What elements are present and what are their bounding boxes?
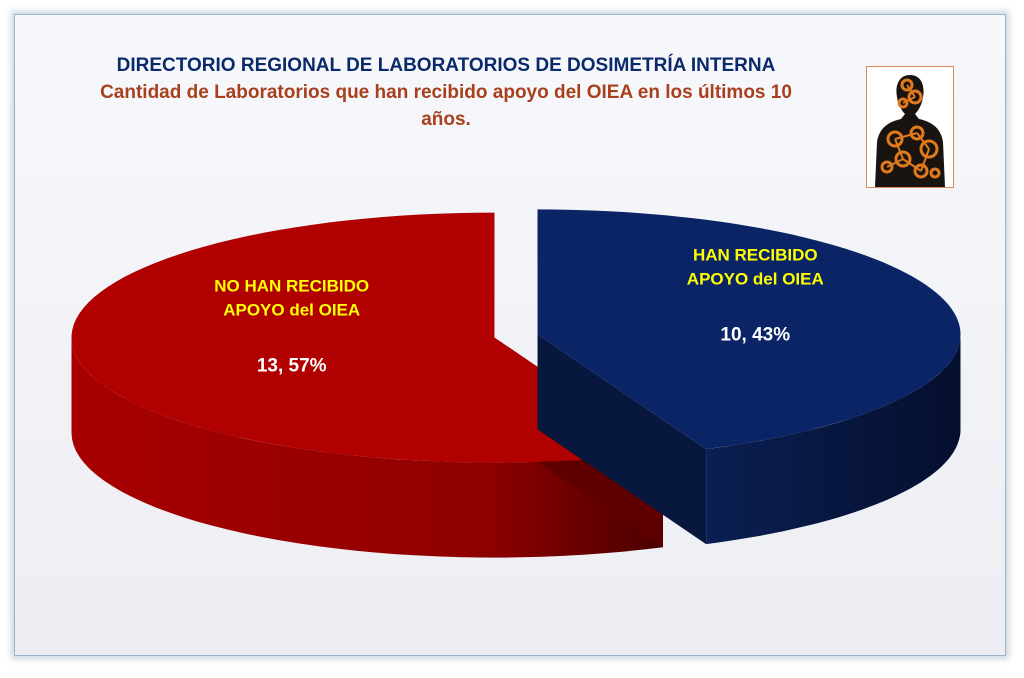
slice-category-label: HAN RECIBIDO	[693, 245, 818, 264]
chart-title: DIRECTORIO REGIONAL DE LABORATORIOS DE D…	[116, 55, 776, 76]
pie-slice-1	[537, 209, 961, 545]
slide: DIRECTORIO REGIONAL DE LABORATORIOS DE D…	[26, 26, 992, 652]
pie-slice-wall-1	[537, 334, 707, 545]
slice-category-label: APOYO del OIEA	[223, 301, 360, 320]
human-body-silhouette-icon	[866, 66, 954, 188]
slice-category-label: APOYO del OIEA	[687, 269, 824, 288]
slice-category-label: NO HAN RECIBIDO	[214, 277, 369, 296]
pie-slice-top-0	[71, 212, 663, 463]
title-block: DIRECTORIO REGIONAL DE LABORATORIOS DE D…	[86, 52, 806, 133]
pie-slice-top-1	[537, 209, 961, 450]
pie-slice-side-1	[706, 334, 961, 545]
pie-chart: NO HAN RECIBIDO APOYO del OIEA 13, 57% HAN …	[71, 209, 961, 558]
slice-value-label: 13, 57%	[257, 356, 327, 377]
pie-slice-side-0	[71, 337, 663, 558]
slice-value-label: 10, 43%	[720, 324, 790, 345]
chart-subtitle: Cantidad de Laboratorios que han recibid…	[100, 82, 792, 130]
